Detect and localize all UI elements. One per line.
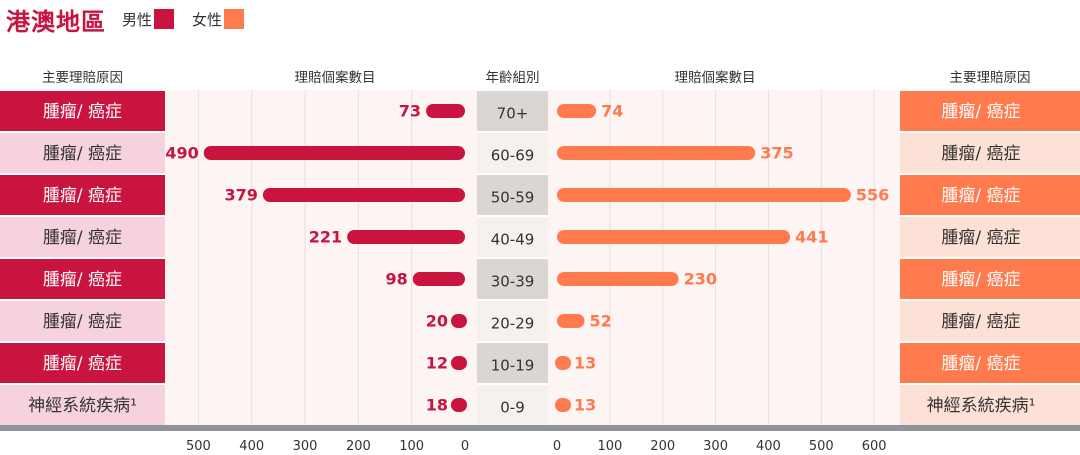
age-group-label: 30-39	[491, 273, 535, 291]
age-group-header: 年齡組別	[485, 70, 540, 86]
right-axis-tick-label: 100	[597, 439, 622, 454]
female-cause-cell	[900, 217, 1080, 257]
right-axis-tick-label: 200	[650, 439, 675, 454]
right-plot-bg	[548, 90, 900, 426]
female-value-label: 556	[856, 186, 889, 205]
age-group-cell	[477, 217, 548, 257]
male-cause-cell	[0, 217, 165, 257]
chart-header: 港澳地區 男性 女性	[6, 2, 262, 36]
left-axis-tick-label: 300	[293, 439, 318, 454]
female-cause-cell	[900, 301, 1080, 341]
region-title: 港澳地區	[6, 7, 106, 36]
right-count-header: 理賠個案數目	[674, 70, 756, 86]
right-axis-tick-label: 0	[553, 439, 561, 454]
right-axis-tick-label: 300	[703, 439, 728, 454]
male-cause-label: 腫瘤/ 癌症	[43, 186, 122, 206]
left-cause-header: 主要理賠原因	[42, 70, 123, 86]
age-group-cell	[477, 91, 548, 131]
female-cause-cell	[900, 259, 1080, 299]
legend-male: 男性	[122, 9, 175, 30]
left-count-header: 理賠個案數目	[294, 70, 376, 86]
male-cause-label: 腫瘤/ 癌症	[43, 228, 122, 248]
female-cause-label: 腫瘤/ 癌症	[941, 228, 1020, 248]
female-value-label: 230	[684, 270, 717, 289]
female-cause-label: 腫瘤/ 癌症	[941, 186, 1020, 206]
left-axis-tick-label: 100	[399, 439, 424, 454]
age-group-label: 40-49	[491, 231, 535, 249]
age-group-cell	[477, 301, 548, 341]
right-cause-header: 主要理賠原因	[949, 70, 1031, 86]
female-cause-cell	[900, 133, 1080, 173]
male-cause-cell	[0, 385, 165, 425]
age-group-label: 50-59	[491, 189, 535, 207]
male-cause-label: 腫瘤/ 癌症	[43, 144, 122, 164]
male-value-label: 221	[309, 228, 342, 247]
left-axis-tick-label: 200	[346, 439, 371, 454]
female-value-label: 441	[795, 228, 828, 247]
bottom-axis-rule	[0, 425, 1080, 431]
female-cause-label: 腫瘤/ 癌症	[941, 102, 1020, 122]
age-group-label: 20-29	[491, 315, 535, 333]
female-cause-cell	[900, 385, 1080, 425]
left-plot-bg	[165, 90, 477, 426]
male-value-label: 20	[426, 312, 448, 331]
legend-female-label: 女性	[192, 10, 223, 29]
age-group-cell	[477, 343, 548, 383]
female-cause-label: 腫瘤/ 癌症	[941, 270, 1020, 290]
male-cause-cell	[0, 343, 165, 383]
left-axis-tick-label: 400	[239, 439, 264, 454]
right-axis-tick-label: 600	[862, 439, 887, 454]
male-cause-label: 腫瘤/ 癌症	[43, 102, 122, 122]
age-group-label: 0-9	[500, 399, 525, 417]
male-value-label: 490	[165, 144, 198, 163]
male-cause-cell	[0, 91, 165, 131]
right-axis-tick-label: 500	[809, 439, 834, 454]
left-axis-tick-label: 500	[186, 439, 211, 454]
age-group-cell	[477, 385, 548, 425]
male-value-label: 18	[426, 396, 448, 415]
right-axis-tick-label: 400	[756, 439, 781, 454]
female-cause-label: 神經系統疾病¹	[927, 396, 1036, 416]
female-cause-label: 腫瘤/ 癌症	[941, 144, 1020, 164]
male-cause-cell	[0, 301, 165, 341]
female-value-label: 52	[589, 312, 611, 331]
female-cause-cell	[900, 175, 1080, 215]
male-cause-label: 腫瘤/ 癌症	[43, 270, 122, 290]
male-value-label: 98	[385, 270, 407, 289]
male-cause-label: 腫瘤/ 癌症	[43, 312, 122, 332]
male-value-label: 12	[426, 354, 448, 373]
female-value-label: 13	[574, 396, 596, 415]
male-cause-cell	[0, 175, 165, 215]
age-group-cell	[477, 259, 548, 299]
female-value-label: 375	[760, 144, 793, 163]
male-value-label: 73	[399, 102, 421, 121]
female-value-label: 13	[574, 354, 596, 373]
legend-female-swatch	[224, 9, 245, 29]
female-cause-label: 腫瘤/ 癌症	[941, 312, 1020, 332]
male-cause-label: 腫瘤/ 癌症	[43, 354, 122, 374]
male-cause-label: 神經系統疾病¹	[28, 396, 137, 416]
age-group-cell	[477, 133, 548, 173]
legend-male-label: 男性	[122, 10, 153, 29]
age-group-label: 60-69	[491, 147, 535, 165]
left-axis-tick-label: 0	[461, 439, 469, 454]
female-value-label: 74	[601, 102, 623, 121]
legend-male-swatch	[154, 9, 175, 29]
female-cause-label: 腫瘤/ 癌症	[941, 354, 1020, 374]
female-cause-cell	[900, 91, 1080, 131]
age-group-label: 70+	[497, 105, 529, 123]
age-group-label: 10-19	[491, 357, 535, 375]
female-cause-cell	[900, 343, 1080, 383]
male-cause-cell	[0, 259, 165, 299]
age-group-cell	[477, 175, 548, 215]
male-value-label: 379	[225, 186, 258, 205]
legend: 男性 女性	[122, 9, 262, 30]
legend-female: 女性	[192, 9, 245, 30]
male-cause-cell	[0, 133, 165, 173]
